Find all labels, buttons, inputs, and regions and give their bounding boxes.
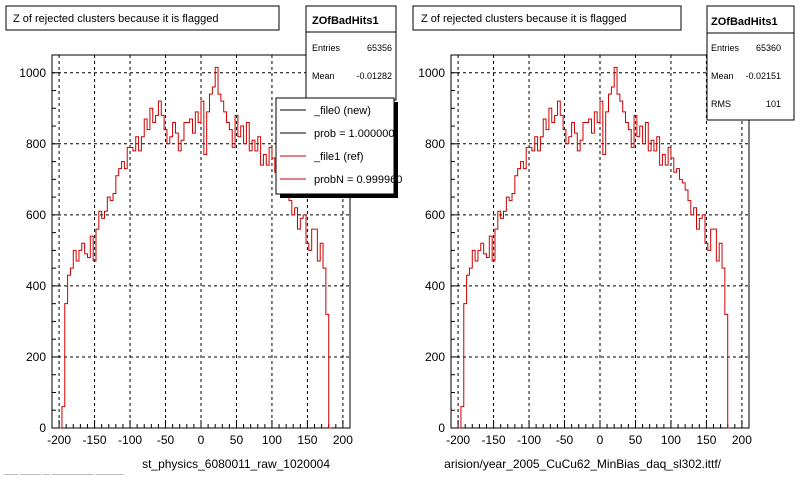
left-stats-value: 65356 [367, 43, 392, 53]
legend-entry: prob = 1.000000 [314, 128, 394, 140]
right-stats-label: Entries [711, 43, 740, 53]
left-stats-name: ZOfBadHits1 [312, 15, 379, 27]
x-tick-label: 50 [629, 433, 643, 447]
left-xlabel: st_physics_6080011_raw_1020004 [142, 457, 330, 471]
y-tick-label: 200 [26, 350, 46, 364]
x-tick-label: -100 [118, 433, 142, 447]
right-stats-value: 101 [766, 99, 781, 109]
right-stats-label: RMS [711, 99, 731, 109]
x-tick-label: 50 [230, 433, 244, 447]
right-stats-label: Mean [711, 71, 734, 81]
footer-text: —— ——— — —————— ———— [4, 471, 124, 478]
left-stats-label: Entries [312, 43, 341, 53]
x-tick-label: -50 [157, 433, 175, 447]
legend-entry: _file1 (ref) [313, 151, 364, 163]
right-xlabel: arision/year_2005_CuCu62_MinBias_daq_sl3… [444, 457, 722, 471]
left-ticks: -200 -150 -100 -50 0 50 100 150 200 0 200 400 600 800… [19, 66, 353, 447]
left-panel: Z of rejected clusters because it is fla… [5, 5, 402, 471]
right-panel: Z of rejected clusters because it is fla… [412, 5, 795, 471]
left-legend-box [275, 97, 395, 195]
y-tick-label: 0 [39, 421, 46, 435]
right-stats-value: -0.02151 [745, 71, 781, 81]
y-tick-label: 800 [26, 137, 46, 151]
right-grid [451, 55, 749, 428]
x-tick-label: 0 [198, 433, 205, 447]
right-stats-value: 65360 [756, 43, 781, 53]
x-tick-label: -50 [556, 433, 574, 447]
histogram-series [458, 66, 731, 429]
right-stats-name: ZOfBadHits1 [711, 16, 778, 28]
right-title-box [412, 5, 682, 31]
left-stats-label: Mean [312, 71, 335, 81]
y-tick-label: 1000 [418, 66, 445, 80]
y-tick-label: 600 [26, 208, 46, 222]
left-stats-box [305, 5, 397, 101]
left-stats-value: -0.01282 [356, 71, 392, 81]
x-tick-label: 150 [297, 433, 317, 447]
legend-entry: _file0 (new) [313, 105, 371, 117]
x-tick-label: 150 [696, 433, 716, 447]
x-tick-label: 100 [262, 433, 282, 447]
x-tick-label: -200 [446, 433, 470, 447]
x-tick-label: -150 [482, 433, 506, 447]
y-tick-label: 600 [425, 208, 445, 222]
right-title: Z of rejected clusters because it is fla… [421, 13, 626, 25]
right-histogram [458, 66, 731, 429]
y-tick-label: 400 [26, 279, 46, 293]
x-tick-label: -200 [47, 433, 71, 447]
right-ticks: -200 -150 -100 -50 0 50 100 150 200 0 200 400 600 800… [418, 66, 752, 447]
x-tick-label: 200 [333, 433, 353, 447]
left-title-box [5, 5, 280, 31]
x-tick-label: 0 [597, 433, 604, 447]
y-tick-label: 400 [425, 279, 445, 293]
x-tick-label: -150 [83, 433, 107, 447]
right-stats-box [706, 5, 795, 121]
left-title: Z of rejected clusters because it is fla… [13, 13, 218, 25]
legend-entry: probN = 0.999960 [314, 174, 402, 186]
x-tick-label: -100 [517, 433, 541, 447]
x-tick-label: 200 [732, 433, 752, 447]
y-tick-label: 800 [425, 137, 445, 151]
y-tick-label: 200 [425, 350, 445, 364]
y-tick-label: 0 [438, 421, 445, 435]
y-tick-label: 1000 [19, 66, 46, 80]
x-tick-label: 100 [661, 433, 681, 447]
